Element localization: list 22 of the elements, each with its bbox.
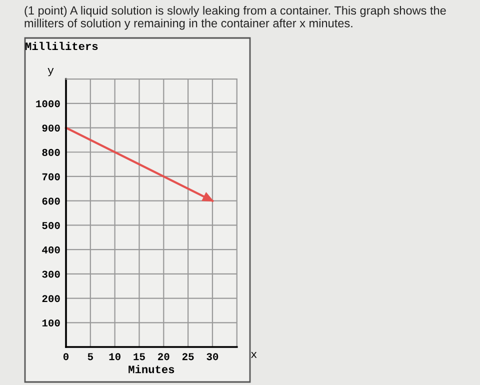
y-tick-label: 200 <box>42 295 60 302</box>
y-tick-label: 800 <box>42 148 60 156</box>
x-tick-label: 25 <box>182 353 194 360</box>
y-axis-title: Milliliters <box>26 42 98 50</box>
y-tick-label: 600 <box>42 198 60 205</box>
x-tick-label: 30 <box>206 353 218 360</box>
y-tick-label: 900 <box>42 124 60 132</box>
y-tick-label: 400 <box>42 246 60 254</box>
chart-title: (1 point) A liquid solution is slowly leaking from a container. This graph shows the milliters of solution y remaining in the container after x minutes. <box>24 6 446 30</box>
x-tick-label: 20 <box>158 353 170 360</box>
x-tick-label: 10 <box>109 353 120 360</box>
x-tick-label: 0 <box>63 353 69 360</box>
y-tick-label: 300 <box>42 270 60 278</box>
y-tick-label: 500 <box>42 222 60 230</box>
text: y <box>48 68 54 76</box>
y-tick-label: 700 <box>42 173 60 180</box>
x-tick-label: 5 <box>88 353 93 360</box>
x-tick-label: 15 <box>134 353 145 360</box>
y-tick-label: 1000 <box>36 100 60 108</box>
text: x <box>251 352 257 358</box>
y-tick-label: 100 <box>42 319 60 327</box>
x-axis-title: Minutes <box>128 365 174 374</box>
